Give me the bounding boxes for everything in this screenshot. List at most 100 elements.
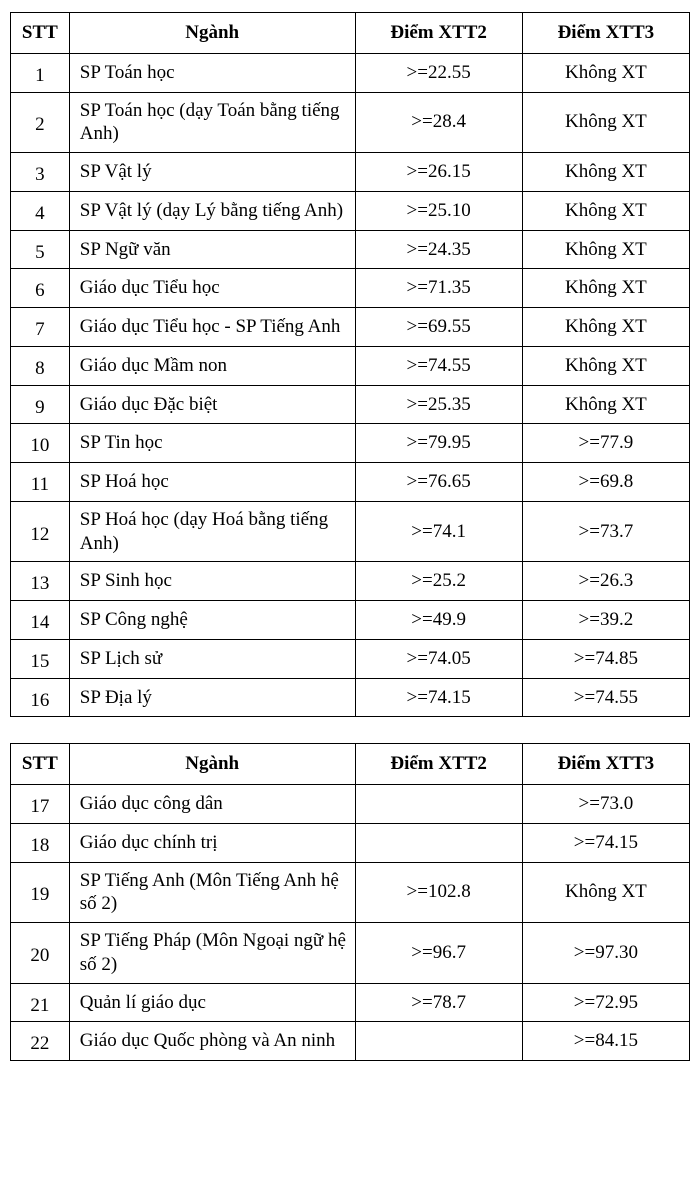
- col-stt: STT: [11, 744, 70, 785]
- cell-xtt2: >=96.7: [355, 923, 522, 984]
- cell-nganh: SP Tiếng Anh (Môn Tiếng Anh hệ số 2): [69, 862, 355, 923]
- table-row: 10SP Tin học>=79.95>=77.9: [11, 424, 690, 463]
- cell-xtt2: >=76.65: [355, 463, 522, 502]
- cell-xtt3: Không XT: [522, 308, 689, 347]
- cell-xtt3: >=69.8: [522, 463, 689, 502]
- col-nganh: Ngành: [69, 13, 355, 54]
- cell-xtt3: >=39.2: [522, 601, 689, 640]
- table-row: 3SP Vật lý>=26.15Không XT: [11, 153, 690, 192]
- cell-stt: 14: [11, 601, 70, 640]
- cell-xtt3: >=77.9: [522, 424, 689, 463]
- cell-stt: 22: [11, 1022, 70, 1061]
- cell-xtt2: >=26.15: [355, 153, 522, 192]
- cell-stt: 11: [11, 463, 70, 502]
- col-xtt3: Điểm XTT3: [522, 13, 689, 54]
- cell-xtt2: >=79.95: [355, 424, 522, 463]
- cell-xtt2: >=74.55: [355, 346, 522, 385]
- col-stt: STT: [11, 13, 70, 54]
- table-2-body: 17Giáo dục công dân>=73.018Giáo dục chín…: [11, 785, 690, 1061]
- cell-xtt3: >=97.30: [522, 923, 689, 984]
- cell-nganh: Giáo dục Tiểu học - SP Tiếng Anh: [69, 308, 355, 347]
- col-xtt2: Điểm XTT2: [355, 13, 522, 54]
- cell-xtt3: >=73.7: [522, 501, 689, 562]
- cell-nganh: SP Lịch sử: [69, 639, 355, 678]
- cell-xtt2: >=49.9: [355, 601, 522, 640]
- cell-nganh: Giáo dục chính trị: [69, 823, 355, 862]
- cell-xtt2: >=28.4: [355, 92, 522, 153]
- table-1-body: 1SP Toán học>=22.55Không XT2SP Toán học …: [11, 53, 690, 717]
- admissions-table-2: STT Ngành Điểm XTT2 Điểm XTT3 17Giáo dục…: [10, 743, 690, 1061]
- cell-stt: 12: [11, 501, 70, 562]
- cell-nganh: Giáo dục Mầm non: [69, 346, 355, 385]
- cell-xtt2: >=25.10: [355, 191, 522, 230]
- cell-stt: 15: [11, 639, 70, 678]
- cell-nganh: SP Hoá học (dạy Hoá bằng tiếng Anh): [69, 501, 355, 562]
- table-row: 2SP Toán học (dạy Toán bằng tiếng Anh)>=…: [11, 92, 690, 153]
- cell-xtt3: Không XT: [522, 153, 689, 192]
- header-row: STT Ngành Điểm XTT2 Điểm XTT3: [11, 13, 690, 54]
- table-row: 1SP Toán học>=22.55Không XT: [11, 53, 690, 92]
- table-row: 20SP Tiếng Pháp (Môn Ngoại ngữ hệ số 2)>…: [11, 923, 690, 984]
- cell-xtt3: >=72.95: [522, 983, 689, 1022]
- cell-nganh: SP Toán học: [69, 53, 355, 92]
- cell-xtt3: Không XT: [522, 269, 689, 308]
- col-xtt2: Điểm XTT2: [355, 744, 522, 785]
- cell-xtt3: Không XT: [522, 346, 689, 385]
- cell-nganh: Giáo dục Quốc phòng và An ninh: [69, 1022, 355, 1061]
- cell-xtt2: >=24.35: [355, 230, 522, 269]
- cell-xtt3: >=74.15: [522, 823, 689, 862]
- cell-xtt2: >=22.55: [355, 53, 522, 92]
- table-row: 12SP Hoá học (dạy Hoá bằng tiếng Anh)>=7…: [11, 501, 690, 562]
- cell-stt: 10: [11, 424, 70, 463]
- cell-nganh: Quản lí giáo dục: [69, 983, 355, 1022]
- cell-stt: 7: [11, 308, 70, 347]
- cell-stt: 4: [11, 191, 70, 230]
- cell-stt: 9: [11, 385, 70, 424]
- table-row: 11SP Hoá học>=76.65>=69.8: [11, 463, 690, 502]
- cell-xtt2: [355, 1022, 522, 1061]
- table-row: 5SP Ngữ văn>=24.35Không XT: [11, 230, 690, 269]
- cell-stt: 17: [11, 785, 70, 824]
- cell-stt: 16: [11, 678, 70, 717]
- table-row: 14SP Công nghệ>=49.9>=39.2: [11, 601, 690, 640]
- cell-stt: 2: [11, 92, 70, 153]
- cell-nganh: SP Vật lý (dạy Lý bằng tiếng Anh): [69, 191, 355, 230]
- table-row: 18Giáo dục chính trị>=74.15: [11, 823, 690, 862]
- cell-xtt2: >=78.7: [355, 983, 522, 1022]
- cell-stt: 13: [11, 562, 70, 601]
- col-xtt3: Điểm XTT3: [522, 744, 689, 785]
- cell-xtt3: Không XT: [522, 862, 689, 923]
- cell-xtt3: >=84.15: [522, 1022, 689, 1061]
- cell-xtt3: >=74.85: [522, 639, 689, 678]
- cell-stt: 3: [11, 153, 70, 192]
- cell-xtt3: Không XT: [522, 385, 689, 424]
- cell-nganh: SP Địa lý: [69, 678, 355, 717]
- table-row: 22Giáo dục Quốc phòng và An ninh >=84.15: [11, 1022, 690, 1061]
- admissions-table-1: STT Ngành Điểm XTT2 Điểm XTT3 1SP Toán h…: [10, 12, 690, 717]
- cell-stt: 20: [11, 923, 70, 984]
- cell-nganh: SP Ngữ văn: [69, 230, 355, 269]
- cell-xtt2: [355, 785, 522, 824]
- table-row: 15SP Lịch sử>=74.05>=74.85: [11, 639, 690, 678]
- cell-nganh: SP Sinh học: [69, 562, 355, 601]
- cell-xtt2: >=74.05: [355, 639, 522, 678]
- cell-nganh: Giáo dục Tiểu học: [69, 269, 355, 308]
- table-row: 9Giáo dục Đặc biệt>=25.35Không XT: [11, 385, 690, 424]
- cell-stt: 19: [11, 862, 70, 923]
- cell-nganh: SP Toán học (dạy Toán bằng tiếng Anh): [69, 92, 355, 153]
- cell-xtt3: >=26.3: [522, 562, 689, 601]
- col-nganh: Ngành: [69, 744, 355, 785]
- cell-xtt3: Không XT: [522, 191, 689, 230]
- cell-xtt2: >=25.35: [355, 385, 522, 424]
- table-row: 19SP Tiếng Anh (Môn Tiếng Anh hệ số 2)>=…: [11, 862, 690, 923]
- cell-stt: 6: [11, 269, 70, 308]
- cell-nganh: SP Tiếng Pháp (Môn Ngoại ngữ hệ số 2): [69, 923, 355, 984]
- cell-nganh: SP Vật lý: [69, 153, 355, 192]
- cell-xtt2: >=74.1: [355, 501, 522, 562]
- table-2-head: STT Ngành Điểm XTT2 Điểm XTT3: [11, 744, 690, 785]
- table-row: 16SP Địa lý>=74.15>=74.55: [11, 678, 690, 717]
- table-row: 4SP Vật lý (dạy Lý bằng tiếng Anh)>=25.1…: [11, 191, 690, 230]
- header-row: STT Ngành Điểm XTT2 Điểm XTT3: [11, 744, 690, 785]
- cell-xtt2: >=102.8: [355, 862, 522, 923]
- table-row: 21Quản lí giáo dục>=78.7>=72.95: [11, 983, 690, 1022]
